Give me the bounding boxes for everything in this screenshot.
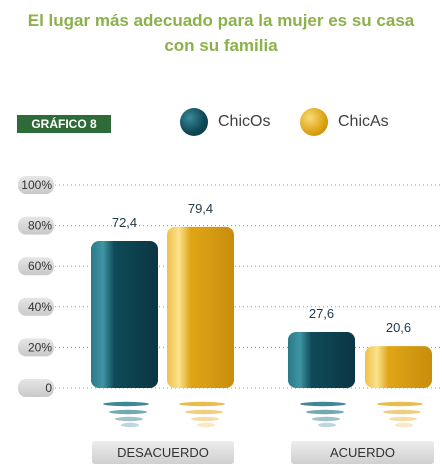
y-axis-grid: 0 20% 40% 60% 80% 100%	[18, 176, 440, 397]
bar-chicos-0	[91, 241, 158, 388]
y-tick-label: 0	[45, 381, 52, 395]
data-label: 20,6	[386, 320, 411, 335]
bar-reflection	[115, 416, 143, 422]
y-tick-tab	[18, 379, 54, 397]
bar-reflection	[377, 401, 423, 407]
figure-badge: GRÁFICO 8	[17, 115, 111, 133]
y-tick-label: 60%	[28, 259, 52, 273]
bar-reflection	[121, 422, 139, 428]
bar-reflection	[318, 422, 336, 428]
bar-reflection	[197, 422, 215, 428]
bar-reflection	[185, 409, 223, 415]
bar-reflection	[179, 401, 225, 407]
chart-title: El lugar más adecuado para la mujer es s…	[0, 8, 442, 58]
bar-reflection	[395, 422, 413, 428]
bar-chicas-0	[167, 226, 234, 388]
bar-reflection	[306, 409, 344, 415]
bar-reflection	[312, 416, 340, 422]
legend-label-chicas: ChicAs	[338, 113, 389, 130]
y-tick-tab	[18, 297, 54, 316]
bar-reflection	[383, 409, 421, 415]
value-labels: 72,4 27,6 79,4 20,6	[112, 201, 411, 335]
y-tick-tab	[18, 338, 54, 357]
bar-reflection	[191, 416, 219, 422]
x-category-label: ACUERDO	[330, 445, 395, 460]
bar-chicas-1	[365, 346, 432, 388]
data-label: 27,6	[309, 306, 334, 321]
legend-item-chicas: ChicAs	[300, 108, 389, 136]
legend-swatch-chicos	[180, 108, 208, 136]
bar-group	[91, 226, 432, 428]
category-tab	[291, 441, 434, 464]
bar-reflection	[103, 401, 149, 407]
y-tick-label: 40%	[28, 300, 52, 314]
y-tick-tab	[18, 257, 54, 276]
y-tick-label: 80%	[28, 219, 52, 233]
y-tick-tab	[18, 216, 54, 235]
chart-title-line-2: con su familia	[164, 36, 278, 55]
chart-title-line-1: El lugar más adecuado para la mujer es s…	[27, 11, 415, 30]
category-labels: DESACUERDO ACUERDO	[92, 441, 434, 464]
legend-label-chicos: ChicOs	[218, 113, 271, 130]
category-tab	[92, 441, 234, 464]
bar-reflection	[109, 409, 147, 415]
bar-reflection	[389, 416, 417, 422]
legend-item-chicos: ChicOs	[180, 108, 270, 136]
x-category-label: DESACUERDO	[117, 445, 209, 460]
y-tick-label: 20%	[28, 340, 52, 354]
bar-reflection	[300, 401, 346, 407]
y-tick-label: 100%	[21, 178, 52, 192]
legend-swatch-chicas	[300, 108, 328, 136]
y-tick-tab	[18, 176, 54, 194]
bar-chicos-1	[288, 331, 355, 388]
data-label: 79,4	[188, 201, 213, 216]
data-label: 72,4	[112, 215, 137, 230]
